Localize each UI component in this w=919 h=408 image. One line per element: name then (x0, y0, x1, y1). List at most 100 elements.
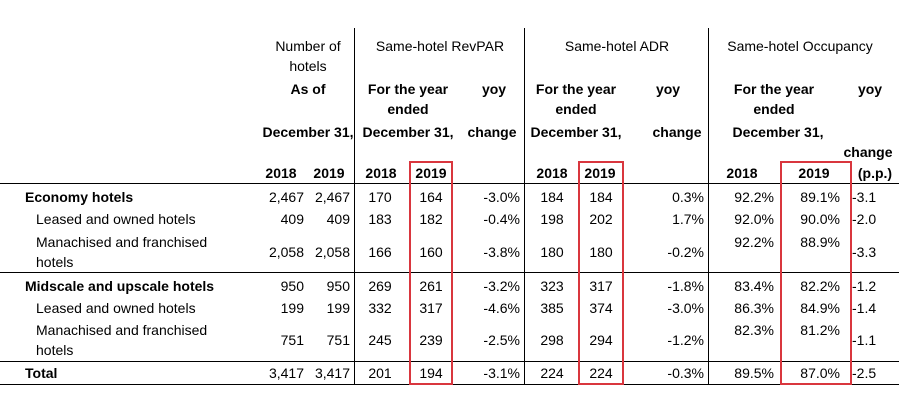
cell-occ-2019: 89.1% (800, 189, 840, 205)
cell-adr-2019: 180 (589, 244, 613, 260)
header-rule (0, 183, 899, 184)
year-adr-2018: 2018 (536, 165, 568, 181)
cell-adr-yoy: -0.2% (667, 244, 704, 260)
header-occupancy: Same-hotel Occupancy (727, 38, 873, 54)
header-yoy-occ: yoy (857, 81, 883, 97)
header-december-31-adr: December 31, (530, 124, 622, 140)
cell-occ-2018: 92.0% (734, 211, 774, 227)
header-december-31-hotels: December 31, (262, 124, 354, 140)
cell-adr-yoy: -0.3% (667, 365, 704, 381)
cell-revpar-2019: 261 (419, 278, 443, 294)
header-as-of: As of (290, 81, 326, 97)
cell-revpar-yoy: -3.2% (483, 278, 520, 294)
cell-revpar-2019: 317 (419, 300, 443, 316)
cell-occ-change: -2.5 (852, 365, 877, 381)
column-divider-adr (524, 28, 525, 385)
cell-adr-2018: 385 (540, 300, 564, 316)
header-december-31-occ: December 31, (732, 124, 824, 140)
cell-revpar-2018: 166 (368, 244, 392, 260)
cell-adr-2019: 374 (589, 300, 613, 316)
cell-revpar-2018: 269 (368, 278, 392, 294)
row-label: Total (25, 365, 58, 381)
cell-revpar-yoy: -0.4% (483, 211, 520, 227)
cell-occ-2018: 89.5% (734, 365, 774, 381)
cell-occ-change: -3.3 (852, 244, 877, 260)
cell-adr-2019: 202 (589, 211, 613, 227)
highlight-revpar-2019 (409, 161, 453, 385)
cell-hotels-2018: 950 (280, 278, 304, 294)
cell-revpar-yoy: -3.0% (483, 189, 520, 205)
cell-revpar-2019: 182 (419, 211, 443, 227)
cell-revpar-yoy: -3.1% (483, 365, 520, 381)
cell-occ-change: -1.2 (852, 278, 877, 294)
row-label: Leased and owned hotels (36, 300, 196, 316)
cell-occ-2018: 86.3% (734, 300, 774, 316)
header-change-revpar: change (467, 124, 517, 140)
cell-revpar-yoy: -3.8% (483, 244, 520, 260)
cell-adr-2019: 317 (589, 278, 613, 294)
header-change-pp: (p.p.) (857, 165, 893, 181)
cell-occ-change: -1.1 (852, 332, 877, 348)
cell-hotels-2019: 409 (326, 211, 350, 227)
year-occ-2018: 2018 (726, 165, 758, 181)
highlight-adr-2019 (578, 161, 624, 385)
cell-occ-2018: 92.2% (734, 189, 774, 205)
cell-adr-2018: 323 (540, 278, 564, 294)
cell-hotels-2019: 3,417 (314, 365, 350, 381)
cell-hotels-2018: 751 (280, 332, 304, 348)
cell-adr-2018: 224 (540, 365, 564, 381)
year-revpar-2018: 2018 (365, 165, 397, 181)
year-hotels-2018: 2018 (265, 165, 297, 181)
cell-occ-2019: 88.9% (800, 234, 840, 250)
cell-adr-2019: 224 (589, 365, 613, 381)
cell-adr-2018: 298 (540, 332, 564, 348)
cell-adr-yoy: -1.2% (667, 332, 704, 348)
year-revpar-2019: 2019 (415, 165, 447, 181)
cell-adr-yoy: -3.0% (667, 300, 704, 316)
section-rule (0, 272, 899, 273)
cell-adr-2019: 184 (589, 189, 613, 205)
cell-hotels-2018: 2,467 (268, 189, 304, 205)
cell-hotels-2019: 2,058 (314, 244, 350, 260)
cell-hotels-2018: 409 (280, 211, 304, 227)
cell-occ-2019: 84.9% (800, 300, 840, 316)
cell-occ-change: -1.4 (852, 300, 877, 316)
cell-revpar-2018: 245 (368, 332, 392, 348)
cell-adr-yoy: -1.8% (667, 278, 704, 294)
cell-revpar-yoy: -2.5% (483, 332, 520, 348)
header-change-occ: change (843, 144, 893, 160)
year-occ-2019: 2019 (798, 165, 830, 181)
cell-hotels-2019: 950 (326, 278, 350, 294)
cell-occ-change: -3.1 (852, 189, 877, 205)
row-label: Manachised and franchised hotels (36, 322, 208, 358)
cell-adr-2018: 184 (540, 189, 564, 205)
cell-occ-2018: 92.2% (734, 234, 774, 250)
cell-occ-2018: 82.3% (734, 322, 774, 338)
cell-occ-2019: 90.0% (800, 211, 840, 227)
cell-occ-2019: 87.0% (800, 365, 840, 381)
cell-revpar-yoy: -4.6% (483, 300, 520, 316)
column-divider-revpar (354, 28, 355, 385)
cell-adr-2018: 180 (540, 244, 564, 260)
header-december-31-revpar: December 31, (362, 124, 454, 140)
row-label: Economy hotels (25, 189, 134, 205)
cell-adr-2018: 198 (540, 211, 564, 227)
header-number-of-hotels: Number of hotels (275, 38, 341, 74)
year-hotels-2019: 2019 (313, 165, 345, 181)
cell-revpar-2019: 160 (419, 244, 443, 260)
column-divider-occupancy (708, 28, 709, 385)
cell-hotels-2019: 199 (326, 300, 350, 316)
cell-revpar-2018: 332 (368, 300, 392, 316)
header-for-year-ended-revpar: For the year ended (367, 81, 449, 117)
cell-hotels-2018: 199 (280, 300, 304, 316)
cell-hotels-2018: 3,417 (268, 365, 304, 381)
header-revpar: Same-hotel RevPAR (375, 38, 505, 54)
header-change-adr: change (652, 124, 702, 140)
cell-adr-2019: 294 (589, 332, 613, 348)
row-label: Leased and owned hotels (36, 211, 196, 227)
cell-hotels-2018: 2,058 (268, 244, 304, 260)
cell-revpar-2018: 183 (368, 211, 392, 227)
cell-occ-2019: 81.2% (800, 322, 840, 338)
cell-hotels-2019: 2,467 (314, 189, 350, 205)
header-adr: Same-hotel ADR (564, 38, 670, 54)
